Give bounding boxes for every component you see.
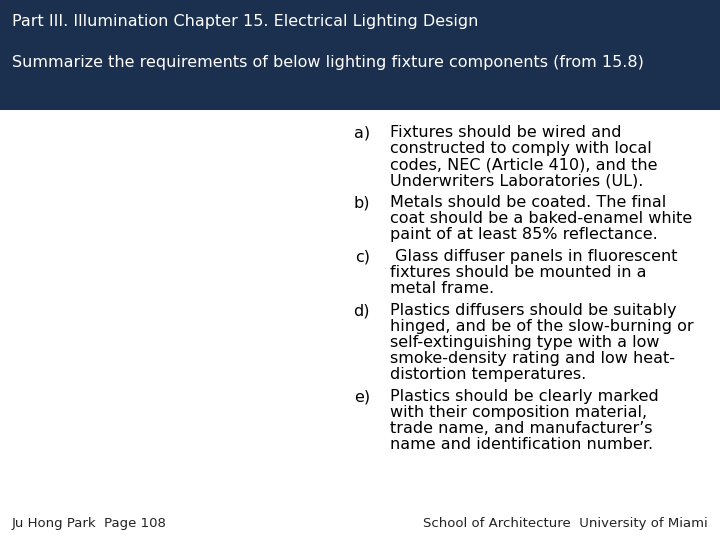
Text: self-extinguishing type with a low: self-extinguishing type with a low bbox=[390, 335, 660, 350]
Text: paint of at least 85% reflectance.: paint of at least 85% reflectance. bbox=[390, 227, 658, 242]
Text: Part III. Illumination Chapter 15. Electrical Lighting Design: Part III. Illumination Chapter 15. Elect… bbox=[12, 14, 478, 29]
Text: hinged, and be of the slow-burning or: hinged, and be of the slow-burning or bbox=[390, 319, 693, 334]
Bar bbox=[0, 0, 720, 110]
Text: c): c) bbox=[355, 249, 370, 264]
Text: Summarize the requirements of below lighting fixture components (from 15.8): Summarize the requirements of below ligh… bbox=[12, 55, 644, 70]
Text: Plastics diffusers should be suitably: Plastics diffusers should be suitably bbox=[390, 303, 677, 318]
Text: d): d) bbox=[354, 303, 370, 318]
Text: b): b) bbox=[354, 195, 370, 210]
Text: e): e) bbox=[354, 389, 370, 404]
Text: Metals should be coated. The final: Metals should be coated. The final bbox=[390, 195, 666, 210]
Text: a): a) bbox=[354, 125, 370, 140]
Text: Plastics should be clearly marked: Plastics should be clearly marked bbox=[390, 389, 659, 404]
Text: distortion temperatures.: distortion temperatures. bbox=[390, 367, 586, 382]
Text: name and identification number.: name and identification number. bbox=[390, 437, 653, 452]
Text: fixtures should be mounted in a: fixtures should be mounted in a bbox=[390, 265, 647, 280]
Text: Ju Hong Park  Page 108: Ju Hong Park Page 108 bbox=[12, 517, 167, 530]
Text: School of Architecture  University of Miami: School of Architecture University of Mia… bbox=[423, 517, 708, 530]
Text: Underwriters Laboratories (UL).: Underwriters Laboratories (UL). bbox=[390, 173, 644, 188]
Text: Glass diffuser panels in fluorescent: Glass diffuser panels in fluorescent bbox=[390, 249, 678, 264]
Text: Fixtures should be wired and: Fixtures should be wired and bbox=[390, 125, 621, 140]
Text: constructed to comply with local: constructed to comply with local bbox=[390, 141, 652, 156]
Text: coat should be a baked-enamel white: coat should be a baked-enamel white bbox=[390, 211, 692, 226]
Text: codes, NEC (Article 410), and the: codes, NEC (Article 410), and the bbox=[390, 157, 657, 172]
Text: smoke-density rating and low heat-: smoke-density rating and low heat- bbox=[390, 351, 675, 366]
Text: with their composition material,: with their composition material, bbox=[390, 405, 647, 420]
Text: trade name, and manufacturer’s: trade name, and manufacturer’s bbox=[390, 421, 652, 436]
Text: metal frame.: metal frame. bbox=[390, 281, 494, 296]
